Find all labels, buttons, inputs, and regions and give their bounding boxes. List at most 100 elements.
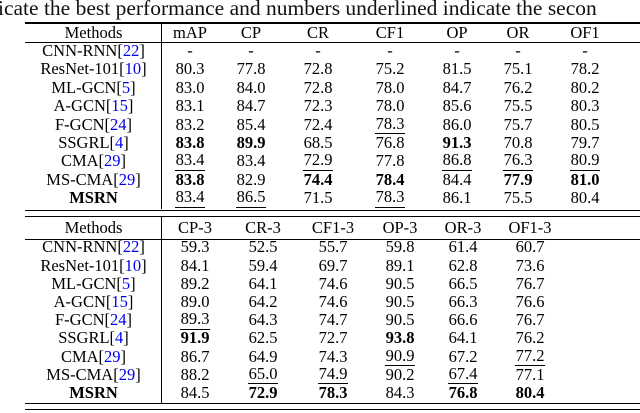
value-cell: - xyxy=(486,42,550,60)
metric-value: 77.2 xyxy=(514,345,546,367)
metric-value: 68.5 xyxy=(303,132,333,152)
methods-header: Methods xyxy=(64,217,123,237)
value-cell: 84.3 xyxy=(368,384,432,402)
citation-link[interactable]: 29 xyxy=(118,364,136,384)
value-cell: 76.8 xyxy=(432,384,494,402)
value-cell: - xyxy=(550,42,620,60)
metric-value: 77.1 xyxy=(515,364,545,384)
method-cell: A-GCN[15] xyxy=(53,291,134,311)
value-cell: 86.5 xyxy=(218,189,284,208)
value-cell: 65.0 xyxy=(228,365,298,385)
column-header: mAP xyxy=(173,22,207,42)
citation-link[interactable]: 5 xyxy=(121,273,131,293)
table-row: CNN-RNN[22] - - - - - - - xyxy=(25,42,640,60)
metric-value: 72.8 xyxy=(303,59,333,79)
metric-value: 74.9 xyxy=(317,363,349,385)
value-cell: 64.1 xyxy=(228,275,298,293)
value-cell: 78.3 xyxy=(298,384,368,402)
citation-link[interactable]: 22 xyxy=(122,237,140,257)
metric-value: 79.7 xyxy=(570,132,600,152)
value-cell: 77.9 xyxy=(486,171,550,189)
citation-link[interactable]: 24 xyxy=(110,310,127,330)
value-cell: 89.2 xyxy=(162,275,228,293)
table2-column-separator xyxy=(161,217,163,403)
metric-value: 78.3 xyxy=(374,113,406,135)
value-cell: 72.8 xyxy=(284,79,352,97)
citation-link[interactable]: 5 xyxy=(121,77,131,97)
metric-value: 84.3 xyxy=(385,382,415,402)
method-cell: F-GCN[24] xyxy=(54,310,132,330)
method-cell: F-GCN[24] xyxy=(54,114,132,134)
value-cell: 89.0 xyxy=(162,293,228,311)
metric-value: 67.4 xyxy=(447,363,479,385)
value-cell: 91.9 xyxy=(162,329,228,347)
column-header: CR xyxy=(306,22,329,42)
metric-value: 74.3 xyxy=(318,346,348,366)
citation-link[interactable]: 10 xyxy=(124,59,142,79)
table-row: ML-GCN[5] 83.0 84.0 72.8 78.0 84.7 76.2 80.2 xyxy=(25,79,640,97)
table-bottom-rule-upper xyxy=(25,402,640,405)
value-cell: 77.8 xyxy=(352,152,428,171)
metric-value: 81.5 xyxy=(442,59,472,79)
column-header: CR-3 xyxy=(245,217,281,237)
metric-value: 84.4 xyxy=(442,169,472,189)
value-cell: - xyxy=(218,42,284,60)
metric-value: 80.3 xyxy=(570,96,600,116)
citation-link[interactable]: 24 xyxy=(110,114,127,134)
metric-value: 61.4 xyxy=(448,237,478,257)
citation-link[interactable]: 4 xyxy=(115,132,124,152)
value-cell: 83.8 xyxy=(162,171,218,189)
citation-link[interactable]: 29 xyxy=(104,151,121,171)
table-row: F-GCN[24] 89.3 64.3 74.7 90.5 66.6 76.7 xyxy=(25,310,640,330)
metric-value: 89.2 xyxy=(180,273,210,293)
method-cell: MSRN xyxy=(25,189,162,208)
column-header: OR xyxy=(506,22,530,42)
metric-value: 90.5 xyxy=(385,291,415,311)
method-name: A-GCN xyxy=(53,291,106,311)
citation-link[interactable]: 29 xyxy=(104,346,121,366)
method-name: SSGRL xyxy=(58,328,110,348)
citation-link[interactable]: 15 xyxy=(111,96,128,116)
value-cell: 59.8 xyxy=(368,239,432,257)
metric-value: 90.9 xyxy=(384,345,416,367)
value-cell: 91.3 xyxy=(428,134,486,152)
value-cell: 84.0 xyxy=(218,79,284,97)
metric-value: 80.9 xyxy=(569,150,601,171)
value-cell: 75.7 xyxy=(486,116,550,135)
value-cell: 72.8 xyxy=(284,60,352,78)
table1-header-rule xyxy=(25,41,640,43)
value-cell: 86.8 xyxy=(428,152,486,171)
citation-link[interactable]: 10 xyxy=(124,255,142,275)
table-row: ResNet-101[10] 84.1 59.4 69.7 89.1 62.8 73.6 xyxy=(25,257,640,275)
citation-link[interactable]: 15 xyxy=(111,291,128,311)
metric-value: 70.8 xyxy=(503,132,533,152)
method-cell: MS-CMA[29] xyxy=(46,169,141,189)
metric-value: 78.0 xyxy=(375,96,405,116)
table-top3-metrics: Methods CP-3 CR-3 CF1-3 OP-3 OR-3 OF1-3 CNN-RNN… xyxy=(25,218,640,403)
metric-value: 83.4 xyxy=(236,151,266,171)
metric-value: 75.1 xyxy=(503,59,533,79)
method-cell: MS-CMA[29] xyxy=(46,364,141,384)
metric-value: 83.8 xyxy=(175,169,205,189)
value-cell: 86.1 xyxy=(428,189,486,208)
metric-value: 78.2 xyxy=(570,59,600,79)
metric-value: 90.5 xyxy=(385,273,415,293)
table-divider-rule-lower xyxy=(25,215,640,218)
column-header: OP xyxy=(446,22,468,42)
metric-value: 84.7 xyxy=(442,77,472,97)
value-cell: 83.1 xyxy=(162,97,218,115)
metric-value: - xyxy=(248,40,254,60)
citation-link[interactable]: 29 xyxy=(118,169,136,189)
metric-value: 86.1 xyxy=(442,188,472,208)
value-cell: - xyxy=(284,42,352,60)
metric-value: 81.0 xyxy=(570,169,600,189)
citation-link[interactable]: 4 xyxy=(115,328,124,348)
value-cell: 66.5 xyxy=(432,275,494,293)
method-cell: CNN-RNN[22] xyxy=(42,40,145,60)
method-name: MS-CMA xyxy=(46,364,114,384)
citation-link[interactable]: 22 xyxy=(122,40,140,60)
value-cell: 74.6 xyxy=(298,275,368,293)
value-cell: 66.3 xyxy=(432,293,494,311)
metric-value: 66.5 xyxy=(448,273,478,293)
metric-value: 83.0 xyxy=(175,77,205,97)
